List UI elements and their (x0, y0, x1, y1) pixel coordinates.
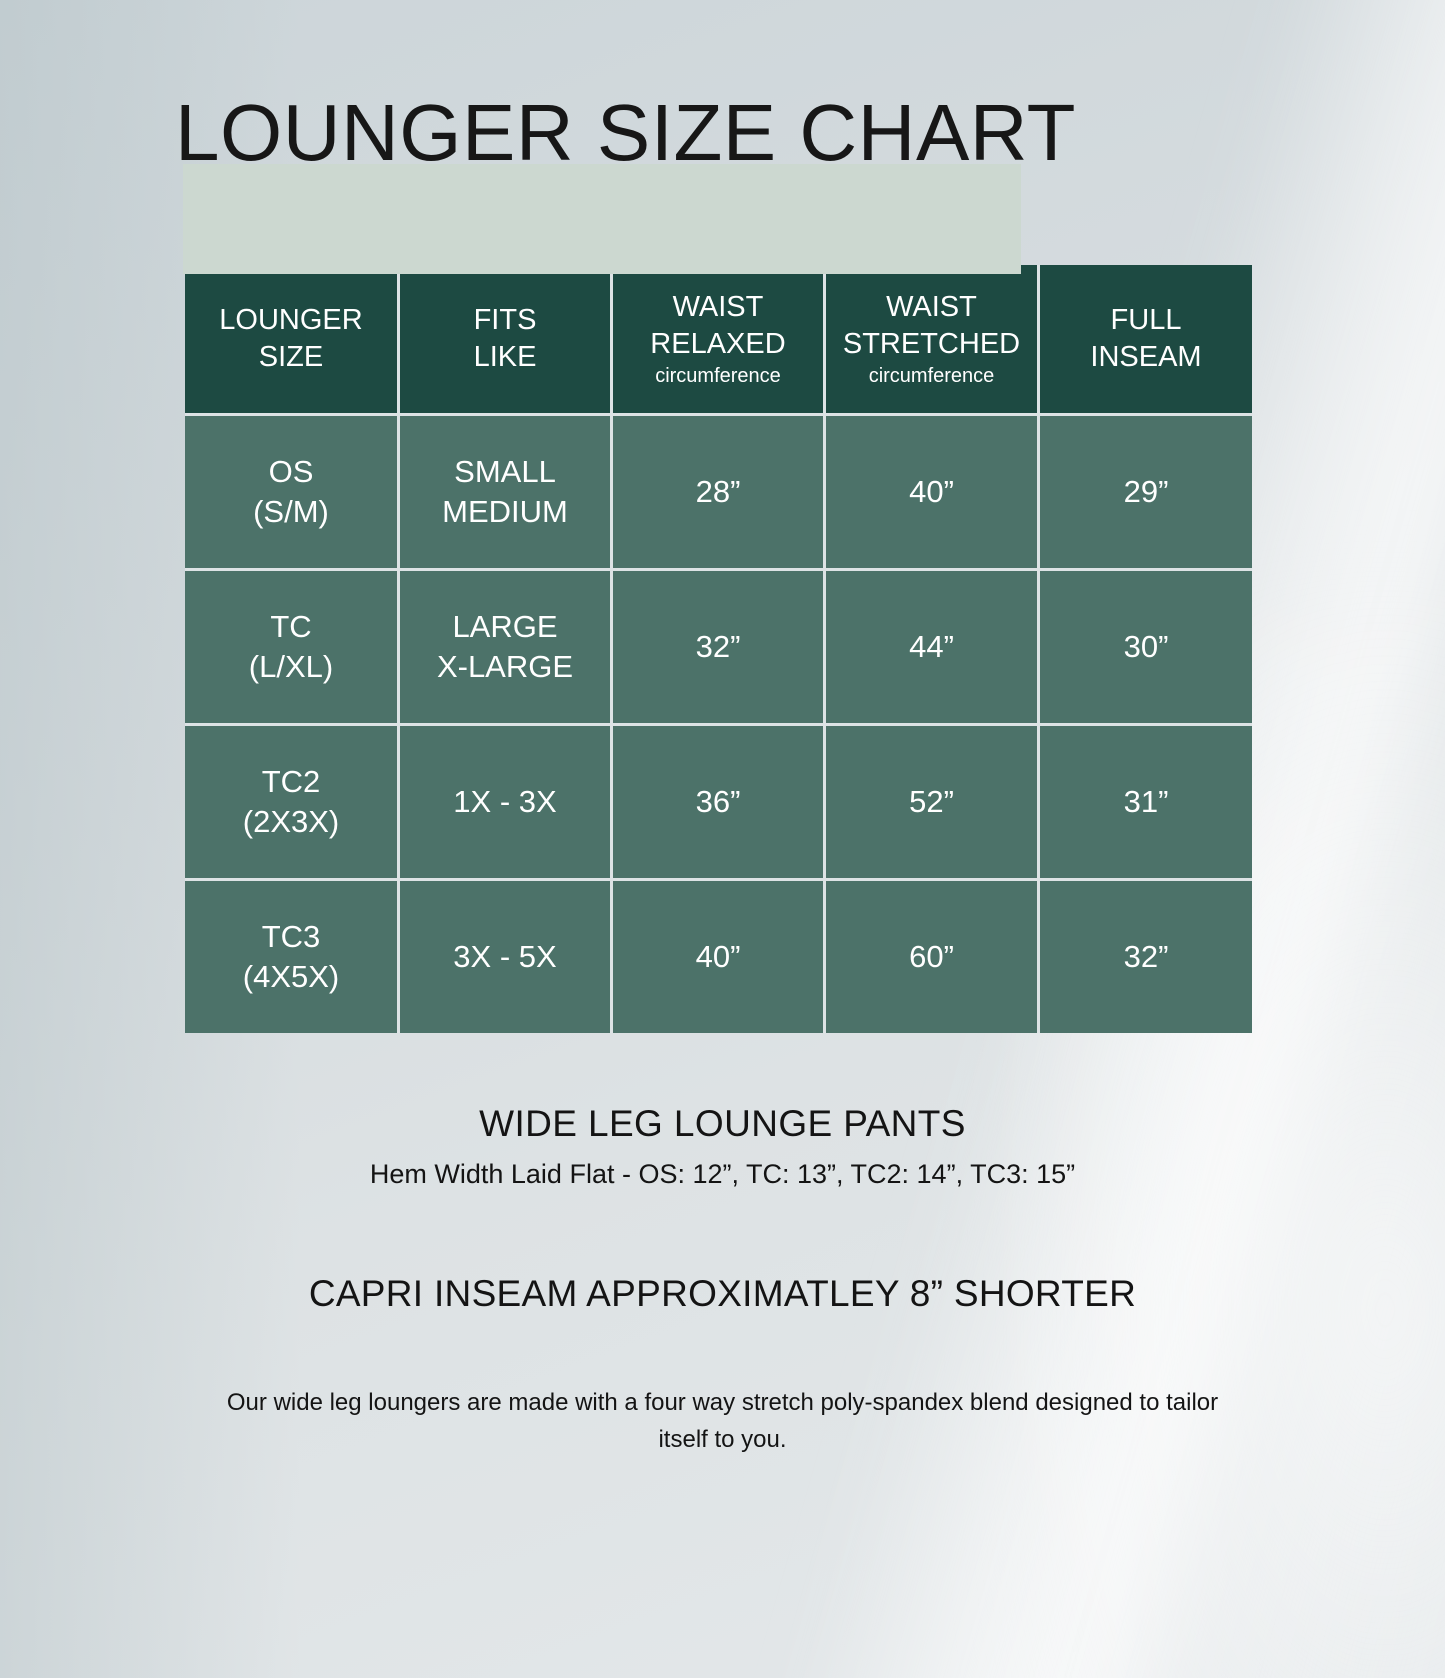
cell-line2: (L/XL) (248, 649, 334, 684)
column-header-waist-relaxed: WAIST RELAXED circumference (613, 265, 826, 416)
cell-full-inseam: 31” (1040, 726, 1252, 881)
column-header-line1: FULL (1110, 304, 1182, 336)
column-header-lounger-size: LOUNGER SIZE (185, 265, 400, 416)
column-header-line2: STRETCHED (842, 328, 1021, 360)
column-header-line1: WAIST (886, 291, 977, 323)
table-row: TC (L/XL) LARGE X-LARGE 32” 44” 30” (185, 571, 1252, 726)
cell-waist-stretched: 40” (826, 416, 1040, 571)
column-header-fits-like: FITS LIKE (400, 265, 613, 416)
table-row: TC3 (4X5X) 3X - 5X 40” 60” 32” (185, 881, 1252, 1033)
cell-waist-relaxed: 28” (613, 416, 826, 571)
cell-waist-stretched: 60” (826, 881, 1040, 1033)
cell-line2: (2X3X) (242, 804, 340, 839)
cell-line2: (S/M) (253, 494, 329, 529)
title-block: LOUNGER SIZE CHART (0, 78, 1445, 274)
cell-fits-like: LARGE X-LARGE (400, 571, 613, 726)
footer-notes: WIDE LEG LOUNGE PANTS Hem Width Laid Fla… (0, 1100, 1445, 1458)
page-title: LOUNGER SIZE CHART (175, 88, 1076, 177)
cell-full-inseam: 32” (1040, 881, 1252, 1033)
column-header-line1: WAIST (672, 291, 764, 323)
cell-full-inseam: 30” (1040, 571, 1252, 726)
cell-line1: SMALL (454, 454, 556, 489)
fabric-description: Our wide leg loungers are made with a fo… (226, 1389, 1219, 1453)
column-header-note: circumference (655, 365, 781, 387)
cell-lounger-size: OS (S/M) (185, 416, 400, 571)
table-body: OS (S/M) SMALL MEDIUM 28” 40” 29” (185, 416, 1252, 1033)
cell-lounger-size: TC (L/XL) (185, 571, 400, 726)
cell-line1: TC2 (261, 764, 321, 799)
cell-waist-stretched: 44” (826, 571, 1040, 726)
table-header-row: LOUNGER SIZE FITS LIKE WAIST RELAXED cir… (185, 265, 1252, 416)
cell-waist-relaxed: 32” (613, 571, 826, 726)
column-header-note: circumference (868, 365, 995, 387)
cell-lounger-size: TC2 (2X3X) (185, 726, 400, 881)
column-header-line2: LIKE (473, 341, 537, 373)
cell-full-inseam: 29” (1040, 416, 1252, 571)
cell-line1: OS (268, 454, 314, 489)
size-chart-table-wrapper: LOUNGER SIZE FITS LIKE WAIST RELAXED cir… (185, 265, 1252, 1033)
wide-leg-heading: WIDE LEG LOUNGE PANTS (479, 1103, 966, 1144)
cell-fits-like: 1X - 3X (400, 726, 613, 881)
column-header-full-inseam: FULL INSEAM (1040, 265, 1252, 416)
capri-heading: CAPRI INSEAM APPROXIMATLEY 8” SHORTER (308, 1273, 1137, 1314)
table-header: LOUNGER SIZE FITS LIKE WAIST RELAXED cir… (185, 265, 1252, 416)
hem-width-note: Hem Width Laid Flat - OS: 12”, TC: 13”, … (369, 1159, 1076, 1189)
table-row: OS (S/M) SMALL MEDIUM 28” 40” 29” (185, 416, 1252, 571)
column-header-line2: RELAXED (650, 328, 786, 360)
cell-line1: TC (270, 609, 312, 644)
cell-waist-stretched: 52” (826, 726, 1040, 881)
cell-waist-relaxed: 36” (613, 726, 826, 881)
column-header-line2: SIZE (258, 341, 324, 373)
cell-waist-relaxed: 40” (613, 881, 826, 1033)
column-header-waist-stretched: WAIST STRETCHED circumference (826, 265, 1040, 416)
column-header-line1: LOUNGER (219, 304, 363, 336)
cell-line1: TC3 (261, 919, 321, 954)
column-header-line1: FITS (473, 304, 537, 336)
cell-lounger-size: TC3 (4X5X) (185, 881, 400, 1033)
table-row: TC2 (2X3X) 1X - 3X 36” 52” 31” (185, 726, 1252, 881)
cell-line2: X-LARGE (436, 649, 574, 684)
column-header-line2: INSEAM (1090, 341, 1202, 373)
cell-line2: (4X5X) (242, 959, 340, 994)
size-chart-table: LOUNGER SIZE FITS LIKE WAIST RELAXED cir… (185, 265, 1252, 1033)
cell-fits-like: SMALL MEDIUM (400, 416, 613, 571)
cell-line2: MEDIUM (442, 494, 568, 529)
cell-line1: LARGE (452, 609, 558, 644)
cell-fits-like: 3X - 5X (400, 881, 613, 1033)
